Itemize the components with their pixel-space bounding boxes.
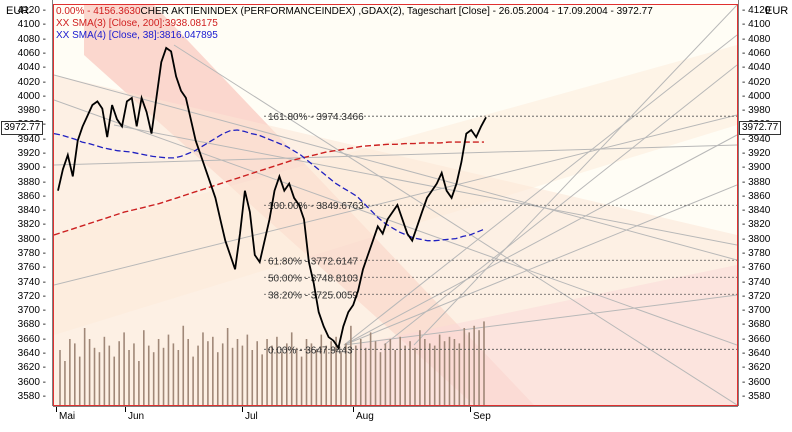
left-price-axis: EUR 4120 - 4100 - 4080 - 4060 - 4040 - 4020 -…: [0, 0, 53, 406]
right-tick-label: - 3580: [742, 390, 771, 402]
x-tick-mark: [125, 407, 126, 412]
chart-plot-area[interactable]: 161.80% - 3974.3466 100.00% - 3849.6763 61…: [53, 4, 738, 406]
fan-line-11: [413, 5, 737, 346]
x-tick-label-aug: Aug: [356, 411, 374, 422]
x-tick-label-jun: Jun: [128, 411, 145, 422]
chart-title: CHER AKTIENINDEX (PERFORMANCEINDEX) ,GDA…: [140, 6, 653, 17]
left-tick-label: 3900 -: [17, 162, 46, 174]
right-tick-label: - 3640: [742, 348, 771, 359]
left-tick-label: 3940 -: [17, 133, 46, 145]
fib-level-label: 0.00% - 3647.9443: [268, 345, 353, 356]
last-price-marker-left: 3972.77: [1, 121, 44, 135]
fan-line-9: [113, 124, 737, 246]
right-tick-label: - 4100: [742, 19, 771, 31]
right-tick-label: - 3600: [742, 376, 771, 388]
right-tick-label: - 3940: [742, 133, 771, 145]
sma200-line: [54, 141, 484, 236]
left-tick-label: 4080 -: [17, 33, 46, 45]
left-tick-label: 3980 -: [17, 105, 46, 117]
time-axis: Mai Jun Jul Aug Sep: [53, 406, 738, 432]
left-tick-label: 3920 -: [17, 148, 46, 159]
x-tick-mark: [242, 407, 243, 412]
fan-line-0: [54, 74, 737, 261]
left-tick-label: 4060 -: [17, 48, 46, 59]
x-tick-mark: [470, 407, 471, 412]
left-tick-label: 4000 -: [17, 90, 46, 102]
fan-line-2: [173, 44, 737, 405]
right-tick-label: - 4000: [742, 90, 771, 102]
x-tick-label-sep: Sep: [473, 411, 491, 422]
right-currency-label: EUR: [765, 5, 789, 17]
left-tick-label: 3840 -: [17, 205, 46, 217]
right-tick-label: - 4040: [742, 62, 771, 74]
fan-line-1: [54, 99, 737, 346]
fib-level-label: 100.00% - 3849.6763: [268, 201, 364, 212]
right-price-axis: EUR - 4120 - 4100 - 4080 - 4060 - 4040 - 4020…: [738, 0, 792, 406]
left-tick-label: 4020 -: [17, 76, 46, 88]
right-tick-label: - 3660: [742, 333, 771, 345]
fib-level-label: 161.80% - 3974.3466: [268, 112, 364, 123]
legend-line-1: 0.00% - 4156.3630CHER AKTIENINDEX (PERFO…: [56, 6, 653, 17]
right-tick-label: - 3780: [742, 248, 771, 259]
left-tick-label: 4120 -: [17, 5, 46, 17]
left-tick-label: 3720 -: [17, 290, 46, 302]
right-tick-label: - 4060: [742, 48, 771, 59]
left-tick-label: 3680 -: [17, 319, 46, 331]
fan-line-6: [343, 294, 737, 346]
fan-line-7: [54, 144, 737, 166]
right-tick-label: - 3800: [742, 233, 771, 245]
left-tick-label: 3880 -: [17, 176, 46, 188]
left-tick-label: 4040 -: [17, 62, 46, 74]
left-tick-label: 3740 -: [17, 276, 46, 288]
last-price-marker-right: 3972.77: [739, 121, 782, 135]
right-tick-label: - 4120: [742, 5, 771, 17]
right-tick-label: - 3840: [742, 205, 771, 217]
right-tick-label: - 3680: [742, 319, 771, 331]
left-tick-label: 3640 -: [17, 348, 46, 359]
right-tick-label: - 3740: [742, 276, 771, 288]
right-tick-label: - 3900: [742, 162, 771, 174]
legend-high: 0.00% - 4156.3630: [56, 6, 141, 17]
left-currency-label: EUR: [6, 5, 30, 17]
fib-level-label: 38.20% - 3725.0059: [268, 290, 359, 301]
left-tick-label: 3580 -: [17, 390, 46, 402]
left-tick-label: 4100 -: [17, 19, 46, 31]
right-tick-label: - 4020: [742, 76, 771, 88]
x-tick-mark: [353, 407, 354, 412]
right-tick-label: - 4080: [742, 33, 771, 45]
sma38-line: [54, 129, 485, 242]
right-tick-label: - 3720: [742, 290, 771, 302]
rising-channel-band: [54, 45, 737, 335]
left-tick-label: 3620 -: [17, 362, 46, 374]
left-tick-label: 3860 -: [17, 190, 46, 202]
right-tick-label: - 3760: [742, 262, 771, 274]
x-tick-label-jul: Jul: [245, 411, 258, 422]
fan-line-4: [343, 34, 737, 346]
x-tick-label-mai: Mai: [59, 411, 76, 422]
fan-line-8: [54, 114, 737, 286]
left-tick-label: 3780 -: [17, 248, 46, 259]
left-tick-label: 3700 -: [17, 305, 46, 317]
legend-sma200[interactable]: XX SMA(3) [Close, 200]:3938.08175: [56, 18, 218, 29]
right-tick-label: - 3820: [742, 219, 771, 231]
right-tick-label: - 3620: [742, 362, 771, 374]
right-tick-label: - 3860: [742, 190, 771, 202]
right-tick-label: - 3880: [742, 176, 771, 188]
price-line: [57, 46, 487, 351]
fan-line-5: [343, 184, 737, 346]
right-tick-label: - 3700: [742, 305, 771, 317]
left-tick-label: 3820 -: [17, 219, 46, 231]
fan-line-3: [343, 134, 737, 346]
left-tick-label: 3600 -: [17, 376, 46, 388]
chart-canvas[interactable]: 161.80% - 3974.3466 100.00% - 3849.6763 61…: [54, 5, 737, 405]
fib-level-label: 61.80% - 3772.6147: [268, 256, 359, 267]
left-tick-label: 3660 -: [17, 333, 46, 345]
x-tick-mark: [56, 407, 57, 412]
legend-sma38[interactable]: XX SMA(4) [Close, 38]:3816.047895: [56, 30, 218, 41]
right-tick-label: - 3920: [742, 148, 771, 159]
right-tick-label: - 3980: [742, 105, 771, 117]
left-tick-label: 3800 -: [17, 233, 46, 245]
left-tick-label: 3760 -: [17, 262, 46, 274]
